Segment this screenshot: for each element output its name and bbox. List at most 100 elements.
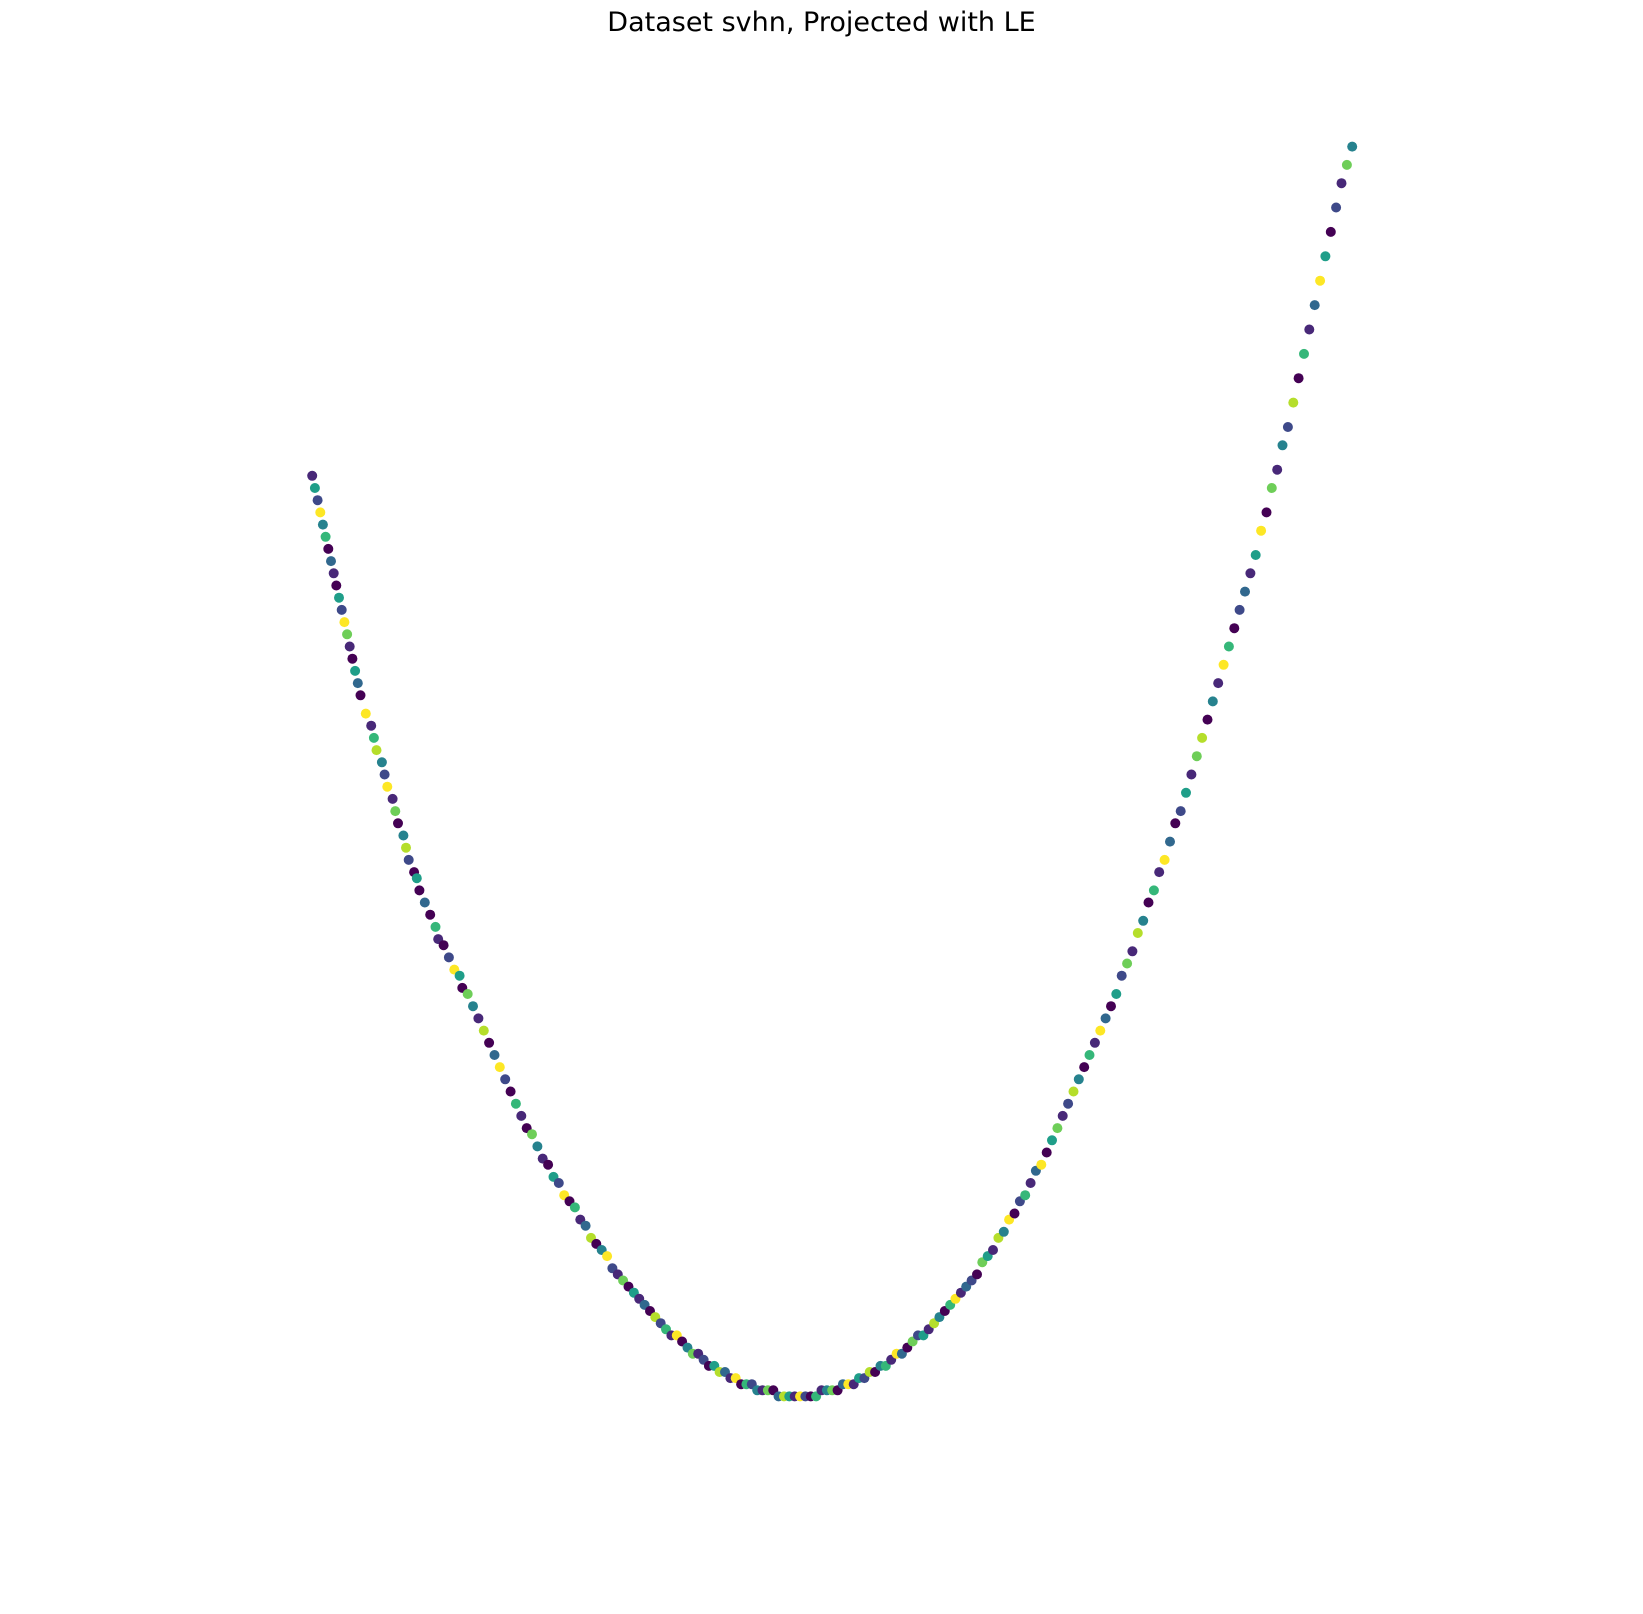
scatter-point	[326, 556, 336, 567]
scatter-point	[425, 909, 436, 920]
scatter-point	[366, 720, 377, 731]
scatter-point	[307, 470, 318, 481]
scatter-point	[336, 604, 347, 615]
scatter-point	[390, 806, 401, 817]
points-layer	[307, 141, 1358, 1402]
scatter-point	[438, 940, 449, 951]
scatter-point	[339, 617, 350, 628]
scatter-point	[1341, 159, 1352, 170]
scatter-point	[331, 580, 342, 591]
scatter-point	[1143, 897, 1154, 908]
scatter-point	[360, 708, 371, 719]
scatter-point	[1100, 1013, 1111, 1024]
scatter-point	[1218, 659, 1229, 670]
scatter-point	[543, 1159, 554, 1170]
scatter-point	[1256, 525, 1267, 536]
scatter-point	[344, 641, 355, 652]
scatter-point	[1245, 568, 1256, 579]
scatter-point	[1331, 202, 1342, 213]
scatter-point	[1036, 1159, 1047, 1170]
scatter-point	[1057, 1110, 1068, 1121]
scatter-point	[510, 1098, 521, 1109]
scatter-point	[411, 873, 422, 884]
scatter-point	[1277, 440, 1288, 451]
scatter-point	[1320, 251, 1331, 262]
scatter-point	[1084, 1050, 1095, 1060]
scatter-point	[478, 1025, 489, 1036]
scatter-point	[379, 769, 390, 780]
scatter-point	[1315, 275, 1326, 286]
scatter-point	[1266, 483, 1277, 493]
scatter-point	[1127, 946, 1138, 957]
scatter-point	[317, 519, 328, 530]
scatter-point	[1138, 915, 1149, 926]
scatter-point	[315, 507, 326, 518]
scatter-point	[1079, 1062, 1090, 1073]
scatter-point	[532, 1141, 543, 1152]
scatter-point	[1229, 623, 1240, 634]
scatter-point	[1213, 678, 1224, 689]
scatter-point	[347, 653, 358, 664]
scatter-point	[1148, 885, 1159, 896]
scatter-point	[1041, 1147, 1052, 1158]
scatter-point	[516, 1110, 527, 1121]
scatter-point	[312, 495, 323, 506]
scatter-point	[1132, 928, 1143, 938]
scatter-point	[403, 854, 414, 865]
scatter-point	[527, 1129, 537, 1140]
scatter-point	[1299, 348, 1309, 359]
scatter-point	[1288, 397, 1299, 408]
scatter-point	[454, 970, 465, 981]
scatter-point	[350, 665, 361, 676]
scatter-point	[414, 885, 425, 896]
scatter-point	[553, 1178, 564, 1188]
scatter-point	[393, 818, 403, 829]
scatter-point	[1122, 958, 1133, 969]
scatter-point	[1240, 586, 1250, 597]
scatter-point	[484, 1037, 495, 1048]
scatter-point	[1047, 1135, 1057, 1146]
scatter-point	[1154, 867, 1165, 878]
scatter-point	[1009, 1208, 1020, 1219]
scatter-point	[1261, 507, 1272, 518]
scatter-point	[1073, 1074, 1084, 1085]
scatter-point	[387, 793, 398, 804]
scatter-point	[1181, 787, 1191, 798]
scatter-point	[1293, 373, 1304, 384]
scatter-point	[398, 830, 409, 841]
scatter-point	[1116, 970, 1127, 981]
scatter-point	[1347, 141, 1358, 152]
scatter-point	[368, 732, 379, 743]
scatter-point	[473, 1013, 484, 1024]
scatter-point	[401, 842, 411, 853]
scatter-point	[972, 1269, 982, 1280]
scatter-point	[998, 1226, 1009, 1237]
scatter-point	[352, 678, 363, 689]
scatter-point	[1089, 1037, 1100, 1048]
scatter-point	[1175, 806, 1186, 817]
scatter-point	[1052, 1123, 1063, 1134]
scatter-point	[1202, 714, 1213, 725]
scatter-point	[1223, 641, 1234, 652]
scatter-point	[1191, 751, 1202, 762]
scatter-point	[1020, 1190, 1031, 1201]
scatter-point	[323, 543, 334, 554]
scatter-point	[382, 781, 393, 792]
scatter-point	[1068, 1086, 1079, 1097]
scatter-point	[1250, 550, 1261, 560]
scatter-point	[1165, 836, 1175, 847]
scatter-point	[1304, 324, 1315, 335]
scatter-point	[1325, 226, 1336, 237]
scatter-point	[320, 531, 331, 542]
scatter-point	[1095, 1025, 1106, 1036]
scatter-point	[1197, 732, 1208, 743]
scatter-point	[1186, 769, 1197, 780]
scatter-point	[1159, 854, 1170, 865]
scatter-point	[1282, 422, 1293, 432]
scatter-point	[371, 745, 382, 756]
scatter-point	[328, 568, 339, 579]
scatter-point	[1309, 300, 1320, 311]
scatter-point	[342, 629, 353, 640]
scatter-point	[1272, 464, 1283, 475]
scatter-point	[988, 1245, 998, 1255]
